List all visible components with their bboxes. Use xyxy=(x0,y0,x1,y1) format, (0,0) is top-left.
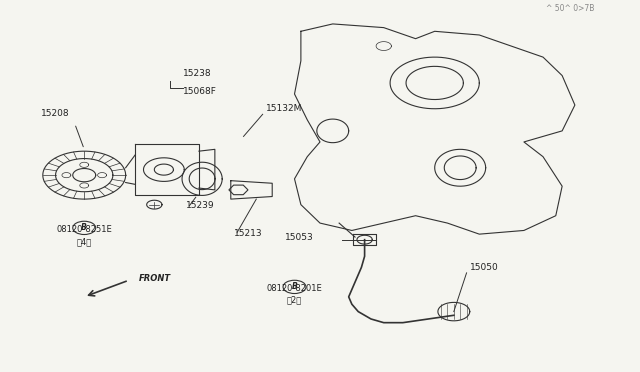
Text: （4）: （4） xyxy=(77,237,92,246)
Text: 15050: 15050 xyxy=(470,263,499,272)
Text: ^ 50^ 0>7B: ^ 50^ 0>7B xyxy=(546,4,594,13)
Text: 15053: 15053 xyxy=(285,232,314,242)
Text: 08120-8201E: 08120-8201E xyxy=(267,283,323,293)
Text: 15239: 15239 xyxy=(186,201,215,210)
Text: 15068F: 15068F xyxy=(183,87,217,96)
Text: 08120-8251E: 08120-8251E xyxy=(56,225,112,234)
Text: 15213: 15213 xyxy=(234,229,262,238)
Text: 15208: 15208 xyxy=(41,109,70,118)
Text: 15132M: 15132M xyxy=(266,103,302,113)
Text: FRONT: FRONT xyxy=(138,274,170,283)
Text: B: B xyxy=(292,282,298,291)
Text: B: B xyxy=(81,223,87,232)
Text: 15238: 15238 xyxy=(183,68,212,77)
Text: （2）: （2） xyxy=(287,295,302,304)
